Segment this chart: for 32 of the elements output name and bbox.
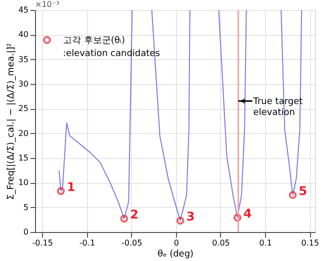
annotation: 4 [243, 206, 252, 221]
y-tick-label: 15 [18, 154, 28, 162]
y-tick-label: 20 [18, 128, 28, 138]
ref-line-label: True target elevation [252, 97, 304, 118]
x-tick-label: 0.05 [212, 238, 230, 248]
annotation: 5 [298, 184, 308, 198]
point [176, 216, 184, 225]
x-tick-label: 0.1 [259, 238, 272, 248]
point [120, 214, 128, 223]
point [233, 214, 242, 222]
x-tick-label: -0.05 [121, 238, 142, 248]
point [288, 191, 297, 199]
x-tick-label: 0 [174, 238, 179, 248]
annotation: 3 [186, 210, 195, 224]
point [56, 187, 65, 196]
x-tick-label: -0.1 [79, 238, 96, 248]
legend-label: 고각 후보군(θᵢ) :elevation candidates [63, 36, 160, 59]
y-tick-label: 30 [18, 80, 28, 88]
x-tick-label: 0.15 [301, 238, 320, 248]
y-tick-label: 10 [18, 178, 28, 188]
x-tick-label: -0.15 [32, 238, 53, 248]
text: ×10⁻³ [35, 0, 60, 9]
y-tick-label: 40 [18, 30, 28, 40]
y-tick-label: 25 [18, 104, 28, 114]
y-tick-label: 45 [18, 6, 28, 14]
x-axis-title: θₑ (deg) [157, 250, 194, 260]
y-tick-label: 35 [18, 54, 28, 64]
annotation: 1 [66, 180, 76, 194]
y-tick-label: 5 [23, 202, 28, 212]
annotation: 2 [130, 208, 139, 222]
y-tick-label: 0 [23, 228, 28, 236]
y-axis-title: Σ_Freq[|(Δ/Σ)_cal.| − |(Δ/Σ)_mea.|]² [6, 42, 16, 200]
